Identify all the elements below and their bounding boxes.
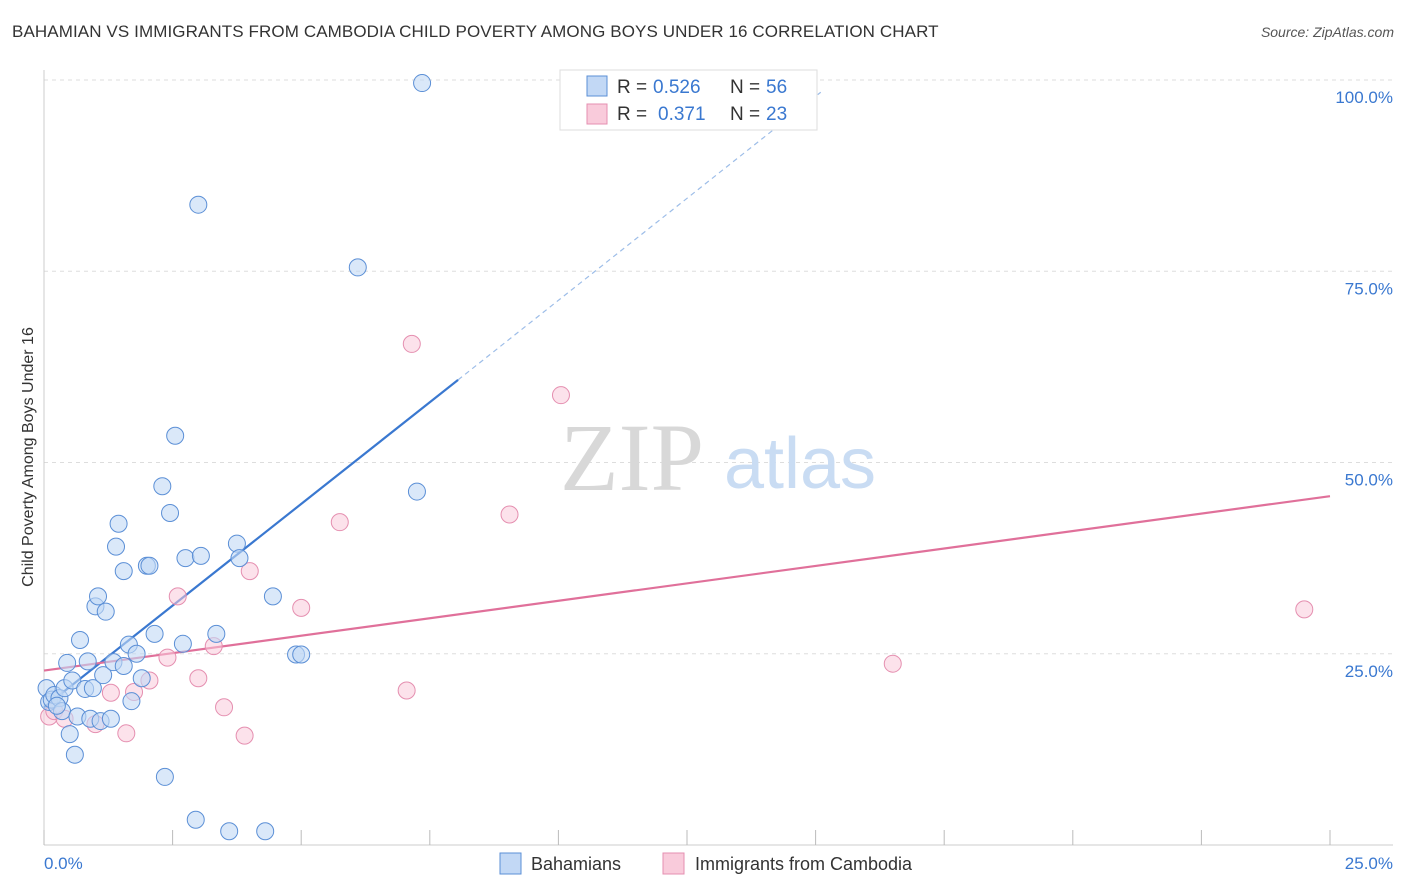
point-bahamians-8 — [60, 725, 79, 744]
point-bahamians-30 — [127, 644, 146, 663]
trend-line-bahamians-extension — [457, 91, 822, 381]
point-bahamians-48 — [256, 822, 275, 841]
point-cambodia-13 — [235, 726, 254, 745]
legend-label-bahamians: Bahamians — [531, 854, 621, 874]
y-axis-label: Child Poverty Among Boys Under 16 — [20, 327, 37, 587]
legend-swatch-cambodia — [662, 852, 685, 875]
x-tick-label-min: 0.0% — [44, 854, 83, 873]
point-cambodia-5 — [117, 724, 136, 743]
trend-line-cambodia — [43, 495, 1331, 672]
y-tick-label-0: 25.0% — [1345, 662, 1393, 681]
point-cambodia-4 — [101, 683, 120, 702]
point-bahamians-7 — [58, 653, 77, 672]
point-bahamians-25 — [109, 514, 128, 533]
point-bahamians-35 — [153, 477, 172, 496]
y-tick-label-3: 100.0% — [1335, 88, 1393, 107]
point-bahamians-14 — [78, 652, 97, 671]
point-bahamians-12 — [71, 630, 90, 649]
point-bahamians-27 — [114, 656, 133, 675]
point-bahamians-36 — [155, 767, 174, 786]
point-cambodia-19 — [500, 505, 519, 524]
point-bahamians-44 — [207, 624, 226, 643]
point-cambodia-15 — [292, 598, 311, 617]
point-cambodia-9 — [168, 587, 187, 606]
stats-swatch-pink — [586, 103, 608, 125]
watermark-zip: ZIP — [560, 404, 704, 511]
point-bahamians-34 — [145, 624, 164, 643]
stats-legend: R = 0.526 N = 56 R = 0.371 N = 23 — [559, 69, 818, 131]
legend-label-cambodia: Immigrants from Cambodia — [695, 854, 913, 874]
trend-lines — [43, 91, 1331, 709]
point-bahamians-52 — [348, 258, 367, 277]
point-cambodia-8 — [158, 648, 177, 667]
point-bahamians-43 — [191, 546, 210, 565]
point-bahamians-26 — [114, 562, 133, 581]
stats-n-value-pink: 23 — [766, 104, 787, 125]
point-cambodia-21 — [883, 654, 902, 673]
point-bahamians-54 — [413, 74, 432, 93]
point-cambodia-22 — [1295, 600, 1314, 619]
point-bahamians-55 — [47, 696, 66, 715]
trend-line-bahamians — [43, 379, 459, 709]
stats-n-label-blue: N = — [730, 77, 760, 98]
point-bahamians-40 — [176, 549, 195, 568]
x-tick-label-max: 25.0% — [1345, 854, 1393, 873]
watermark: ZIP atlas — [560, 404, 876, 511]
legend-swatch-bahamians — [499, 852, 522, 875]
stats-r-value-blue: 0.526 — [653, 77, 701, 98]
point-bahamians-9 — [63, 671, 82, 690]
point-bahamians-22 — [101, 709, 120, 728]
stats-n-value-blue: 56 — [766, 77, 787, 98]
stats-r-label-pink: R = — [617, 104, 647, 125]
point-bahamians-47 — [230, 549, 249, 568]
point-cambodia-17 — [397, 681, 416, 700]
stats-r-value-pink: 0.371 — [658, 104, 706, 125]
stats-n-label-pink: N = — [730, 104, 760, 125]
point-bahamians-33 — [140, 556, 159, 575]
point-bahamians-39 — [173, 634, 192, 653]
point-cambodia-12 — [215, 698, 234, 717]
watermark-atlas: atlas — [724, 424, 876, 504]
point-bahamians-49 — [263, 587, 282, 606]
point-bahamians-21 — [96, 602, 115, 621]
point-bahamians-31 — [132, 669, 151, 688]
bottom-legend: Bahamians Immigrants from Cambodia — [499, 852, 913, 875]
point-cambodia-16 — [330, 513, 349, 532]
y-tick-label-1: 50.0% — [1345, 471, 1393, 490]
stats-swatch-blue — [586, 75, 608, 97]
chart-title: BAHAMIAN VS IMMIGRANTS FROM CAMBODIA CHI… — [12, 22, 939, 41]
point-cambodia-20 — [551, 386, 570, 405]
point-bahamians-29 — [122, 692, 141, 711]
point-bahamians-37 — [161, 503, 180, 522]
point-cambodia-14 — [240, 562, 259, 581]
point-bahamians-24 — [107, 537, 126, 556]
point-bahamians-38 — [166, 426, 185, 445]
point-bahamians-10 — [65, 745, 84, 764]
stats-r-label-blue: R = — [617, 77, 647, 98]
source-label: Source: ZipAtlas.com — [1260, 24, 1394, 40]
y-tick-labels: 25.0% 50.0% 75.0% 100.0% — [1335, 88, 1393, 681]
point-bahamians-53 — [407, 482, 426, 501]
point-cambodia-10 — [189, 669, 208, 688]
point-bahamians-16 — [83, 679, 102, 698]
data-points — [37, 74, 1314, 841]
point-bahamians-41 — [186, 810, 205, 829]
point-bahamians-51 — [292, 645, 311, 664]
point-bahamians-20 — [94, 666, 113, 685]
point-bahamians-42 — [189, 195, 208, 214]
point-bahamians-18 — [89, 587, 108, 606]
point-bahamians-45 — [220, 822, 239, 841]
point-cambodia-18 — [402, 334, 421, 353]
y-tick-label-2: 75.0% — [1345, 279, 1393, 298]
